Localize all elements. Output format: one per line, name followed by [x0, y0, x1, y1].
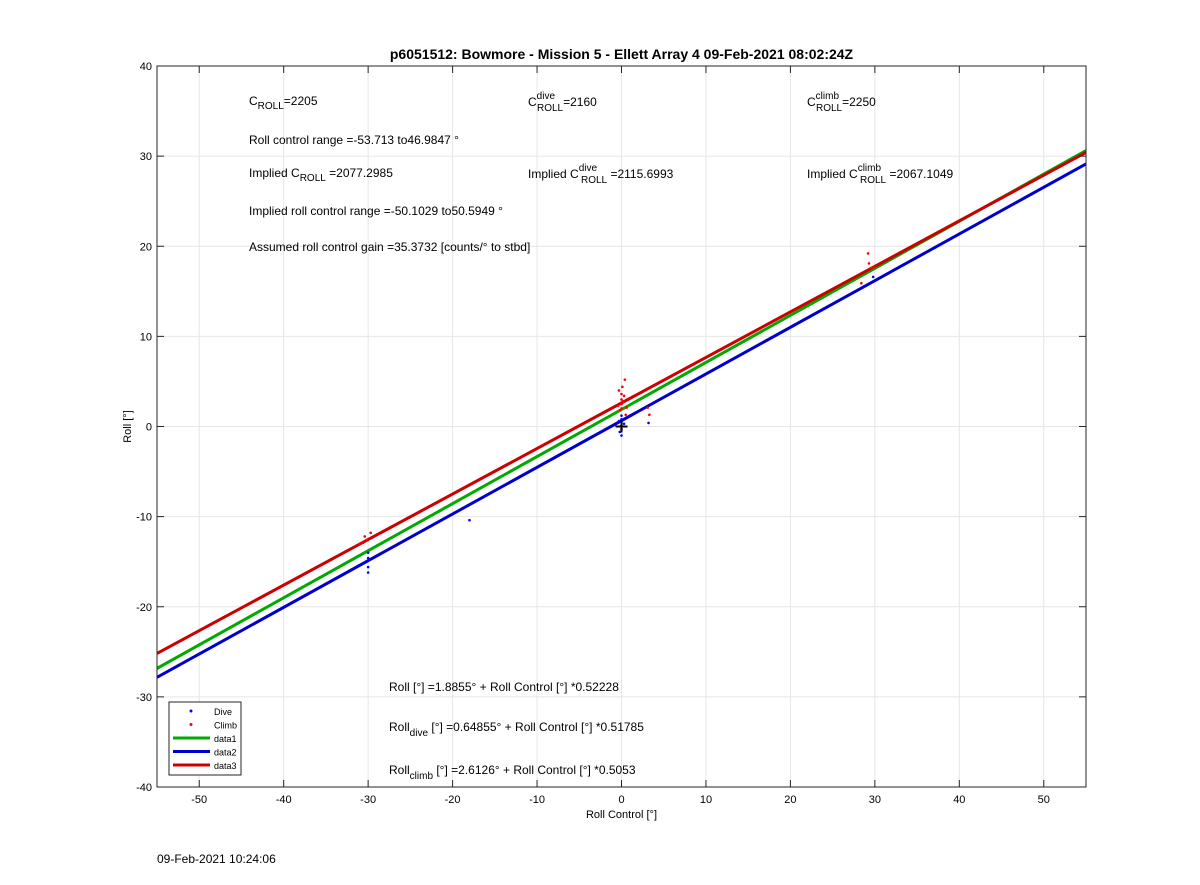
- x-tick-label: 20: [784, 794, 796, 806]
- y-axis-label: Roll [°]: [122, 410, 134, 443]
- annotation-c-roll-dive: Cdive ROLL=2160: [528, 91, 597, 114]
- climb-point: [872, 265, 876, 269]
- climb-point: [620, 407, 623, 410]
- climb-point: [860, 281, 863, 285]
- dive-point: [366, 556, 370, 560]
- climb-point: [358, 542, 361, 545]
- x-tick-label: -30: [360, 794, 376, 806]
- annotation-implied-c-roll-climb: Implied Cclimb ROLL =2067.1049: [807, 163, 954, 186]
- climb-point: [363, 535, 367, 538]
- roll-fit-chart: -50 -40 -30 -20 -10 0 10 20 30 40 50 -40 -30 -20 -10 0 1…: [122, 46, 1087, 821]
- climb-point: [620, 398, 623, 401]
- x-tick-label: 40: [953, 794, 965, 806]
- legend-label: data3: [214, 761, 237, 771]
- climb-point: [620, 402, 623, 406]
- climb-point: [625, 406, 628, 409]
- y-tick-label: 0: [146, 422, 152, 434]
- legend-marker-dive: [189, 709, 193, 713]
- dive-point: [620, 434, 623, 437]
- y-tick-label: 30: [140, 151, 152, 163]
- annotation-c-roll-climb: Cclimb ROLL=2250: [807, 91, 876, 114]
- legend-label: Climb: [214, 721, 237, 731]
- x-tick-label: 10: [700, 794, 712, 806]
- y-tick-label: 20: [140, 241, 152, 253]
- climb-point: [867, 262, 871, 265]
- x-tick-label: -40: [276, 794, 292, 806]
- climb-point: [616, 404, 620, 408]
- annotation-roll-control-range: Roll control range =-53.713 to46.9847 °: [249, 133, 459, 147]
- x-tick-label: -10: [529, 794, 545, 806]
- annotation-implied-c-roll: Implied CROLL =2077.2985: [249, 166, 393, 184]
- climb-point: [624, 413, 628, 417]
- dive-point: [366, 551, 370, 554]
- climb-point: [866, 252, 870, 255]
- dive-point: [647, 421, 650, 425]
- climb-point: [648, 413, 651, 417]
- x-tick-label: 50: [1038, 794, 1050, 806]
- dive-point: [618, 430, 622, 434]
- climb-point: [620, 392, 623, 396]
- dive-point: [468, 518, 471, 522]
- chart-title: p6051512: Bowmore - Mission 5 - Ellett A…: [390, 46, 854, 62]
- dive-point: [366, 565, 370, 569]
- climb-point: [623, 378, 627, 381]
- climb-point: [361, 541, 365, 545]
- x-tick-label: 0: [618, 794, 624, 806]
- legend-label: data2: [214, 748, 237, 758]
- climb-point: [618, 408, 622, 412]
- y-tick-label: -10: [136, 512, 152, 524]
- climb-point: [617, 389, 621, 392]
- legend-label: data1: [214, 734, 237, 744]
- annotation-c-roll: CROLL=2205: [249, 94, 318, 112]
- annotation-implied-c-roll-dive: Implied Cdive ROLL =2115.6993: [528, 163, 674, 186]
- legend-marker-climb: [189, 723, 193, 726]
- x-tick-label: -50: [191, 794, 207, 806]
- annotation-equation-climb: Rollclimb [°] =2.6126° + Roll Control [°…: [389, 763, 636, 782]
- y-tick-label: 40: [140, 61, 152, 73]
- climb-point: [369, 531, 372, 535]
- climb-point: [646, 406, 649, 409]
- y-tick-label: -30: [136, 692, 152, 704]
- dive-point: [617, 419, 621, 423]
- climb-point: [365, 538, 368, 542]
- y-tick-label: 10: [140, 331, 152, 343]
- annotation-implied-range: Implied roll control range =-50.1029 to5…: [249, 204, 503, 218]
- climb-point: [621, 385, 624, 389]
- annotation-equation-all: Roll [°] =1.8855° + Roll Control [°] *0.…: [389, 680, 619, 694]
- legend: Dive Climb data1 data2 data3: [168, 701, 242, 776]
- dive-point: [871, 275, 875, 279]
- annotation-equation-dive: Rolldive [°] =0.64855° + Roll Control [°…: [389, 720, 644, 739]
- figure-timestamp: 09-Feb-2021 10:24:06: [157, 852, 276, 866]
- legend-label: Dive: [214, 707, 232, 717]
- climb-point: [870, 266, 873, 270]
- dive-point: [620, 414, 623, 417]
- dive-point: [622, 422, 626, 426]
- y-tick-label: -40: [136, 782, 152, 794]
- x-tick-label: 30: [869, 794, 881, 806]
- climb-point: [621, 399, 625, 403]
- dive-point: [620, 417, 623, 421]
- x-axis-label: Roll Control [°]: [586, 809, 657, 821]
- annotation-gain: Assumed roll control gain =35.3732 [coun…: [249, 240, 530, 254]
- dive-point: [366, 571, 370, 574]
- x-tick-label: -20: [445, 794, 461, 806]
- y-tick-label: -20: [136, 602, 152, 614]
- climb-point: [622, 394, 626, 398]
